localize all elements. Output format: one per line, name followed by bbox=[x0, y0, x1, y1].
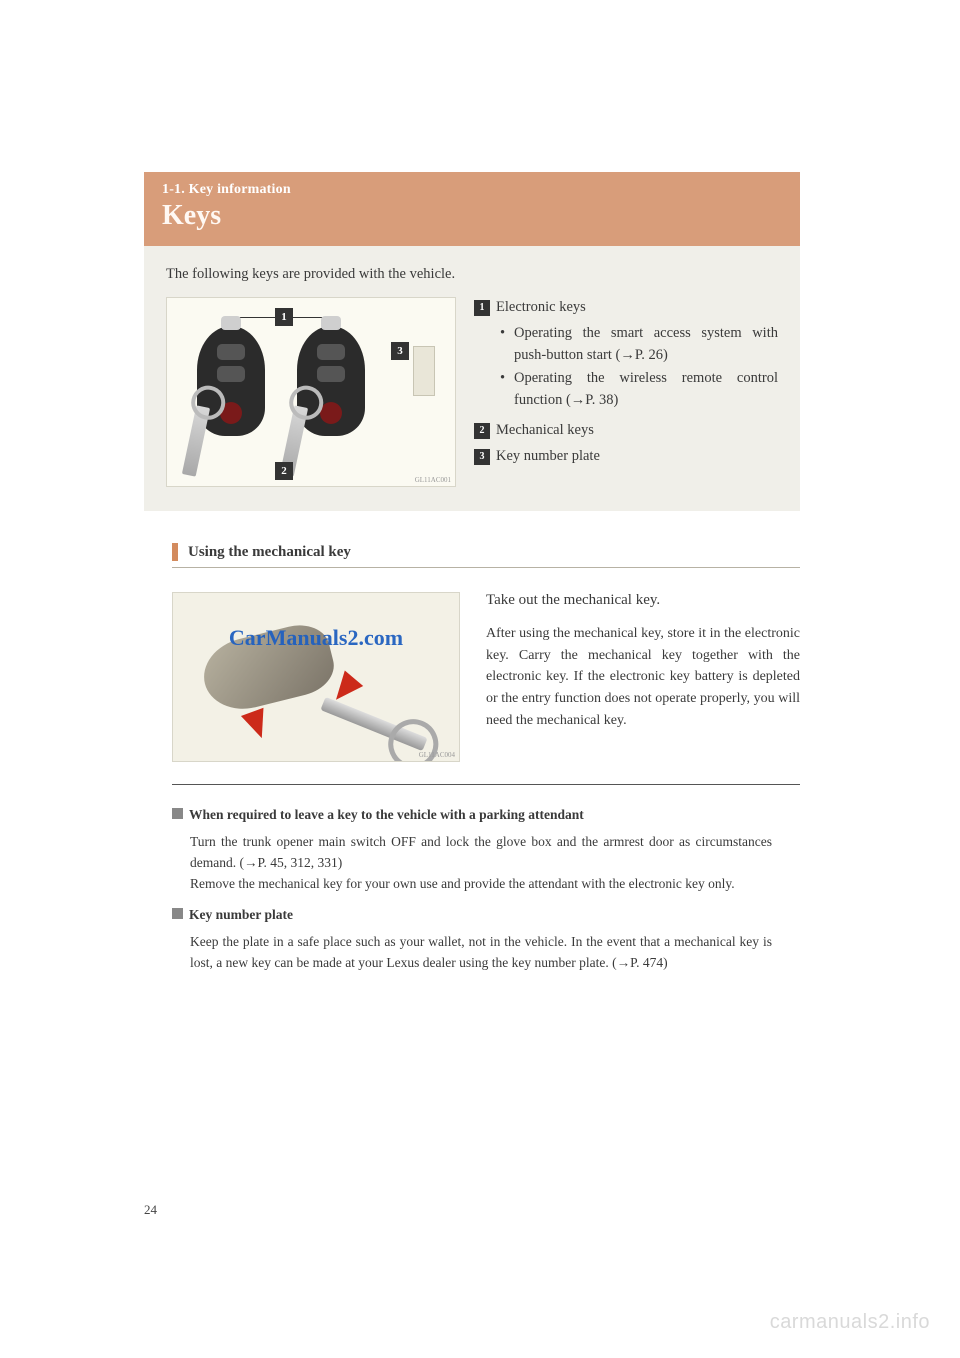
mechanical-key-text: Take out the mechanical key. After using… bbox=[486, 592, 800, 762]
intro-panel: The following keys are provided with the… bbox=[144, 246, 800, 511]
legend-label: Key number plate bbox=[496, 448, 600, 464]
subsection-heading: Using the mechanical key bbox=[172, 539, 800, 568]
mechanical-key-row: CarManuals2.com GL11AC004 Take out the m… bbox=[172, 592, 800, 785]
square-bullet-icon bbox=[172, 808, 183, 819]
legend-num-3: 3 bbox=[474, 449, 490, 465]
section-number: 1-1. Key information bbox=[162, 182, 782, 198]
figure-callout-2: 2 bbox=[275, 462, 293, 480]
key-blade-icon bbox=[320, 697, 427, 751]
legend-bullet: Operating the smart access system with p… bbox=[500, 323, 778, 367]
page-number: 24 bbox=[144, 1202, 157, 1218]
figure-callout-1: 1 bbox=[275, 308, 293, 326]
legend-label: Electronic keys bbox=[496, 299, 586, 315]
key-panic-button-icon bbox=[320, 402, 342, 424]
intro-lead-text: The following keys are provided with the… bbox=[166, 266, 778, 283]
note-heading: Key number plate bbox=[172, 905, 772, 926]
intro-row: 1 2 3 GL11AC001 bbox=[166, 297, 778, 487]
key-button-icon bbox=[217, 344, 245, 360]
subsection-title: Using the mechanical key bbox=[188, 544, 351, 561]
legend-bullets: Operating the smart access system with p… bbox=[500, 323, 778, 412]
figure-callout-3: 3 bbox=[391, 342, 409, 360]
section-title: Keys bbox=[162, 200, 782, 232]
key-number-plate-icon bbox=[413, 346, 435, 396]
legend-item: 1 Electronic keys Operating the smart acc… bbox=[474, 297, 778, 412]
key-button-icon bbox=[317, 366, 345, 382]
square-bullet-icon bbox=[172, 908, 183, 919]
legend-bullet: Operating the wireless remote control fu… bbox=[500, 368, 778, 412]
key-button-icon bbox=[217, 366, 245, 382]
mechanical-key-section: Using the mechanical key CarManuals2.com… bbox=[144, 539, 800, 785]
arrow-icon bbox=[241, 708, 273, 743]
notes-block: When required to leave a key to the vehi… bbox=[172, 805, 772, 973]
mechanical-lead: Take out the mechanical key. bbox=[486, 592, 800, 609]
figure-code: GL11AC004 bbox=[419, 751, 455, 759]
legend-label: Mechanical keys bbox=[496, 422, 594, 438]
section-header-band: 1-1. Key information Keys bbox=[144, 172, 800, 246]
accent-bar-icon bbox=[172, 543, 178, 561]
note-heading: When required to leave a key to the vehi… bbox=[172, 805, 772, 826]
figure-code: GL11AC001 bbox=[415, 476, 451, 484]
mechanical-key-icon bbox=[182, 405, 210, 476]
note-heading-text: When required to leave a key to the vehi… bbox=[189, 807, 584, 822]
footer-watermark: carmanuals2.info bbox=[770, 1311, 930, 1334]
key-fob-icon bbox=[196, 618, 339, 717]
keys-legend: 1 Electronic keys Operating the smart acc… bbox=[474, 297, 778, 487]
note-body: Keep the plate in a safe place such as y… bbox=[190, 932, 772, 974]
keys-figure: 1 2 3 GL11AC001 bbox=[166, 297, 456, 487]
note-body: Turn the trunk opener main switch OFF an… bbox=[190, 832, 772, 895]
page-content: 1-1. Key information Keys The following … bbox=[144, 172, 800, 983]
mechanical-key-figure: CarManuals2.com GL11AC004 bbox=[172, 592, 460, 762]
legend-item: 3 Key number plate bbox=[474, 446, 778, 468]
legend-num-1: 1 bbox=[474, 300, 490, 316]
legend-item: 2 Mechanical keys bbox=[474, 420, 778, 442]
legend-num-2: 2 bbox=[474, 423, 490, 439]
mechanical-body: After using the mechanical key, store it… bbox=[486, 623, 800, 731]
key-button-icon bbox=[317, 344, 345, 360]
note-heading-text: Key number plate bbox=[189, 907, 293, 922]
